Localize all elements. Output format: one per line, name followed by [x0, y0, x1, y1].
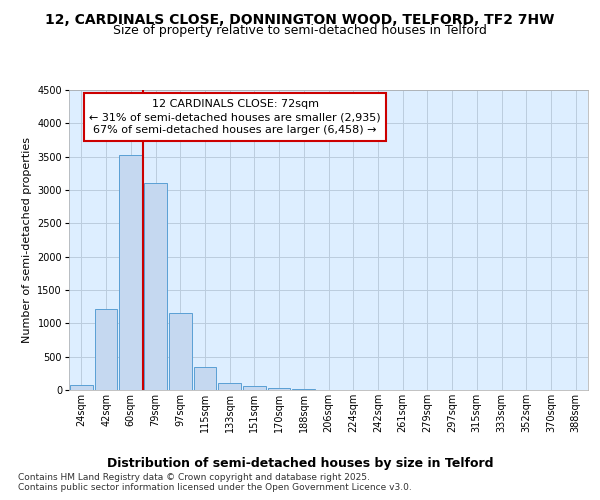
Bar [144, 182, 167, 390]
Bar [169, 314, 191, 390]
Text: Distribution of semi-detached houses by size in Telford: Distribution of semi-detached houses by … [107, 458, 493, 470]
Bar [218, 383, 241, 390]
Bar [119, 156, 142, 390]
Bar [268, 388, 290, 390]
Bar [95, 310, 118, 390]
Text: Contains HM Land Registry data © Crown copyright and database right 2025.
Contai: Contains HM Land Registry data © Crown c… [18, 472, 412, 492]
Text: 12 CARDINALS CLOSE: 72sqm
← 31% of semi-detached houses are smaller (2,935)
67% : 12 CARDINALS CLOSE: 72sqm ← 31% of semi-… [89, 99, 381, 136]
Text: 12, CARDINALS CLOSE, DONNINGTON WOOD, TELFORD, TF2 7HW: 12, CARDINALS CLOSE, DONNINGTON WOOD, TE… [46, 12, 554, 26]
Bar [194, 368, 216, 390]
Bar [70, 384, 93, 390]
Y-axis label: Number of semi-detached properties: Number of semi-detached properties [22, 137, 32, 343]
Bar [243, 386, 266, 390]
Text: Size of property relative to semi-detached houses in Telford: Size of property relative to semi-detach… [113, 24, 487, 37]
